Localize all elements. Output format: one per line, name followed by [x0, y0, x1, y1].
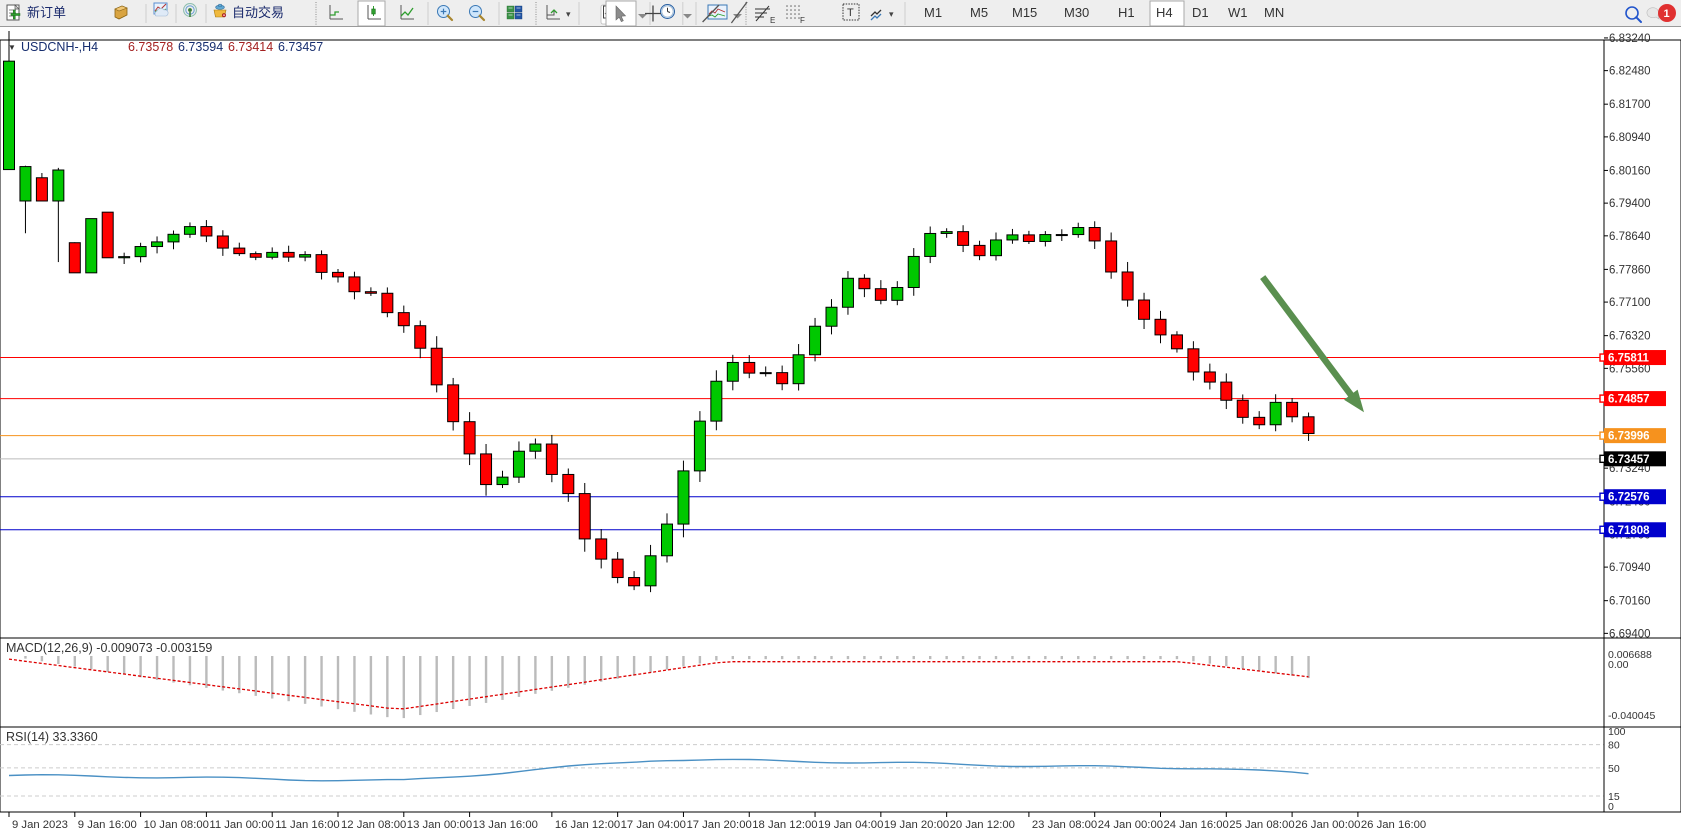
- svg-text:9 Jan 16:00: 9 Jan 16:00: [78, 819, 137, 831]
- svg-text:24 Jan 00:00: 24 Jan 00:00: [1098, 819, 1163, 831]
- svg-text:E: E: [770, 16, 775, 25]
- svg-text:6.73457: 6.73457: [1608, 454, 1650, 466]
- svg-text:RSI(14) 33.3360: RSI(14) 33.3360: [6, 730, 98, 744]
- svg-text:12 Jan 08:00: 12 Jan 08:00: [341, 819, 406, 831]
- svg-text:11 Jan 16:00: 11 Jan 16:00: [275, 819, 340, 831]
- svg-text:6.78640: 6.78640: [1609, 231, 1651, 243]
- svg-text:F: F: [800, 16, 805, 25]
- svg-text:19 Jan 04:00: 19 Jan 04:00: [818, 819, 883, 831]
- svg-text:100: 100: [1608, 726, 1626, 738]
- svg-text:6.81700: 6.81700: [1609, 99, 1651, 111]
- svg-text:6.74857: 6.74857: [1608, 394, 1650, 406]
- svg-text:18 Jan 12:00: 18 Jan 12:00: [752, 819, 817, 831]
- svg-text:9 Jan 2023: 9 Jan 2023: [12, 819, 68, 831]
- svg-text:USDCNH-,H4: USDCNH-,H4: [21, 40, 98, 54]
- svg-text:23 Jan 08:00: 23 Jan 08:00: [1032, 819, 1097, 831]
- svg-text:17 Jan 20:00: 17 Jan 20:00: [686, 819, 751, 831]
- svg-text:17 Jan 04:00: 17 Jan 04:00: [621, 819, 686, 831]
- svg-text:▾: ▾: [566, 9, 571, 19]
- svg-text:6.79400: 6.79400: [1609, 198, 1651, 210]
- svg-text:6.83240: 6.83240: [1609, 33, 1651, 45]
- svg-text:6.70940: 6.70940: [1609, 562, 1651, 574]
- svg-text:6.69400: 6.69400: [1609, 628, 1651, 640]
- svg-text:6.82480: 6.82480: [1609, 66, 1651, 78]
- svg-text:H1: H1: [1118, 5, 1135, 20]
- svg-text:新订单: 新订单: [27, 5, 66, 20]
- svg-text:6.73594: 6.73594: [178, 40, 223, 54]
- svg-text:6.75811: 6.75811: [1608, 353, 1650, 365]
- svg-text:13 Jan 00:00: 13 Jan 00:00: [407, 819, 472, 831]
- svg-text:1: 1: [1664, 8, 1670, 20]
- svg-text:6.80160: 6.80160: [1609, 165, 1651, 177]
- svg-text:MN: MN: [1264, 5, 1284, 20]
- svg-text:H4: H4: [1156, 5, 1173, 20]
- svg-text:6.77860: 6.77860: [1609, 264, 1651, 276]
- svg-text:10 Jan 08:00: 10 Jan 08:00: [144, 819, 209, 831]
- svg-text:6.75560: 6.75560: [1609, 363, 1651, 375]
- svg-text:6.73414: 6.73414: [228, 40, 273, 54]
- svg-text:M5: M5: [970, 5, 988, 20]
- svg-text:6.71808: 6.71808: [1608, 525, 1650, 537]
- svg-text:▼: ▼: [8, 43, 16, 52]
- svg-text:6.70160: 6.70160: [1609, 596, 1651, 608]
- svg-text:26 Jan 00:00: 26 Jan 00:00: [1295, 819, 1360, 831]
- svg-text:D1: D1: [1192, 5, 1209, 20]
- svg-text:W1: W1: [1228, 5, 1248, 20]
- svg-text:0: 0: [1608, 801, 1614, 813]
- svg-text:6.76320: 6.76320: [1609, 331, 1651, 343]
- svg-text:6.73578: 6.73578: [128, 40, 173, 54]
- svg-text:M30: M30: [1064, 5, 1089, 20]
- svg-text:19 Jan 20:00: 19 Jan 20:00: [884, 819, 949, 831]
- svg-text:6.77100: 6.77100: [1609, 297, 1651, 309]
- svg-text:6.73996: 6.73996: [1608, 431, 1650, 443]
- svg-text:▾: ▾: [889, 9, 894, 19]
- svg-text:MACD(12,26,9) -0.009073 -0.0: MACD(12,26,9) -0.009073 -0.003159: [6, 641, 212, 655]
- svg-text:M1: M1: [924, 5, 942, 20]
- svg-text:6.80940: 6.80940: [1609, 132, 1651, 144]
- svg-text:M15: M15: [1012, 5, 1037, 20]
- svg-text:26 Jan 16:00: 26 Jan 16:00: [1361, 819, 1426, 831]
- svg-text:T: T: [847, 7, 854, 19]
- svg-text:25 Jan 08:00: 25 Jan 08:00: [1229, 819, 1294, 831]
- svg-text:20 Jan 12:00: 20 Jan 12:00: [950, 819, 1015, 831]
- svg-text:6.72576: 6.72576: [1608, 492, 1650, 504]
- svg-text:24 Jan 16:00: 24 Jan 16:00: [1164, 819, 1229, 831]
- svg-text:6.73457: 6.73457: [278, 40, 323, 54]
- svg-text:50: 50: [1608, 763, 1620, 775]
- svg-text:16 Jan 12:00: 16 Jan 12:00: [555, 819, 620, 831]
- svg-text:80: 80: [1608, 740, 1620, 752]
- svg-text:-0.040045: -0.040045: [1608, 710, 1655, 722]
- svg-text:自动交易: 自动交易: [232, 5, 284, 20]
- svg-text:13 Jan 16:00: 13 Jan 16:00: [473, 819, 538, 831]
- svg-text:0.00: 0.00: [1608, 659, 1629, 671]
- svg-text:11 Jan 00:00: 11 Jan 00:00: [209, 819, 274, 831]
